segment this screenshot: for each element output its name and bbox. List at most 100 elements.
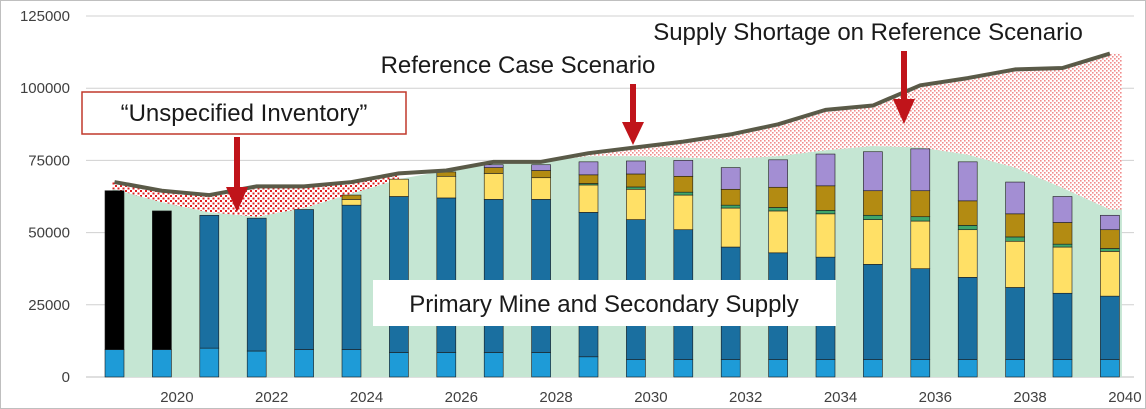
bar-segment-green (720, 204, 741, 209)
bar-segment-dark-blue (436, 197, 457, 353)
bar-segment-dark-blue (199, 214, 220, 349)
bar-segment-dark-blue (246, 217, 267, 352)
bar-segment-dark-blue (863, 264, 883, 360)
bar-segment-yellow (720, 207, 741, 248)
bar-segment-gold (768, 186, 788, 208)
bar-segment-light-blue (152, 349, 172, 378)
bar-segment-purple (578, 161, 599, 176)
bar-segment-purple (483, 164, 504, 168)
bar-segment-black (152, 210, 172, 350)
y-tick-label: 75000 (28, 152, 70, 169)
bar-segment-light-blue (863, 359, 883, 378)
bar-segment-yellow (389, 178, 409, 197)
bar-segment-gold (863, 190, 883, 216)
x-tick-label: 2028 (539, 389, 572, 406)
bar-segment-green (815, 210, 836, 215)
bar-segment-light-blue (910, 359, 931, 378)
bar-segment-purple (1005, 181, 1025, 215)
bar-segment-dark-blue (1052, 292, 1073, 360)
bar-segment-dark-blue (1005, 287, 1025, 360)
bar-segment-light-blue (720, 359, 741, 378)
bar-segment-yellow (531, 177, 551, 200)
y-tick-label: 125000 (20, 8, 70, 25)
bar-segment-light-blue (1005, 359, 1025, 378)
y-tick-label: 50000 (28, 225, 70, 242)
bar-segment-purple (673, 160, 694, 177)
inventory-arrow-icon (226, 137, 248, 212)
bar-segment-light-blue (341, 349, 362, 378)
x-tick-label: 2024 (350, 389, 383, 406)
bar-segment-dark-blue (389, 196, 409, 353)
supply-shortage-label: Supply Shortage on Reference Scenario (653, 19, 1083, 46)
bar-segment-dark-blue (294, 209, 314, 350)
x-tick-label: 2036 (919, 389, 952, 406)
bar-segment-dark-blue (957, 277, 978, 360)
bar-segment-purple (531, 164, 551, 171)
bar-segment-purple (1100, 214, 1120, 231)
bar-segment-yellow (483, 173, 504, 200)
primary-mine-label-box (373, 280, 836, 326)
bar-segment-gold (578, 174, 599, 184)
bar-segment-purple (957, 161, 978, 202)
bar-segment-light-blue (436, 352, 457, 378)
bar-segment-gold (957, 200, 978, 226)
unspecified-inventory-area (112, 173, 399, 217)
primary-mine-label: Primary Mine and Secondary Supply (409, 291, 799, 318)
reference-case-label: Reference Case Scenario (381, 52, 656, 79)
bar-segment-black (104, 190, 125, 350)
shortage-arrow-icon (893, 51, 915, 124)
bar-segment-yellow (957, 229, 978, 278)
bar-segment-purple (1052, 196, 1073, 223)
bar-segment-green (910, 216, 931, 222)
bar-segment-dark-blue (531, 199, 551, 353)
x-tick-label: 2026 (445, 389, 478, 406)
bar-segment-green (673, 191, 694, 196)
y-tick-label: 100000 (20, 80, 70, 97)
bar-segment-light-blue (246, 350, 267, 378)
bar-segment-purple (863, 151, 883, 192)
bar-segment-light-blue (1052, 359, 1073, 378)
bar-segment-light-blue (815, 359, 836, 378)
x-tick-label: 2034 (824, 389, 857, 406)
bar-segment-gold (815, 185, 836, 211)
bar-segment-yellow (341, 199, 362, 206)
x-tick-label: 2038 (1013, 389, 1046, 406)
bar-segment-yellow (436, 175, 457, 199)
bar-segment-green (626, 186, 646, 190)
bar-segment-light-blue (199, 347, 220, 378)
bar-segment-yellow (768, 210, 788, 254)
bar-segment-yellow (1052, 246, 1073, 294)
y-tick-label: 0 (62, 369, 70, 386)
bar-segment-gold (531, 170, 551, 179)
bar-segment-green (1100, 248, 1120, 252)
x-tick-label: 2032 (729, 389, 762, 406)
bar-segment-dark-blue (483, 199, 504, 353)
bar-segment-purple (626, 160, 646, 175)
bar-segment-green (957, 225, 978, 231)
bar-segment-gold (720, 188, 741, 206)
y-tick-label: 25000 (28, 297, 70, 314)
reference-case-line (114, 51, 1111, 198)
x-tick-label: 2030 (634, 389, 667, 406)
bar-segment-gold (626, 173, 646, 188)
supply-shortage-area (541, 53, 1122, 210)
bar-segment-light-blue (673, 359, 694, 378)
bar-segment-green (1005, 236, 1025, 242)
bar-segment-yellow (1100, 251, 1120, 297)
bar-segment-light-blue (578, 356, 599, 378)
bar-segment-yellow (863, 219, 883, 265)
bar-segment-purple (768, 159, 788, 188)
x-axis-ticks: 2020 2022 2024 2026 2028 2030 2032 2034 2036 2038… (160, 389, 1141, 406)
reference-line-group (114, 51, 1111, 198)
bar-segment-yellow (910, 220, 931, 270)
bar-segment-light-blue (626, 359, 646, 378)
bar-segment-purple (815, 153, 836, 187)
bar-segment-dark-blue (910, 268, 931, 360)
bar-segment-gold (673, 175, 694, 193)
y-axis-ticks: 0 25000 50000 75000 100000 125000 (20, 8, 70, 386)
bar-segment-purple (910, 148, 931, 192)
bar-segment-light-blue (294, 349, 314, 378)
bar-segment-gold (1005, 213, 1025, 238)
bar-segment-yellow (815, 213, 836, 258)
